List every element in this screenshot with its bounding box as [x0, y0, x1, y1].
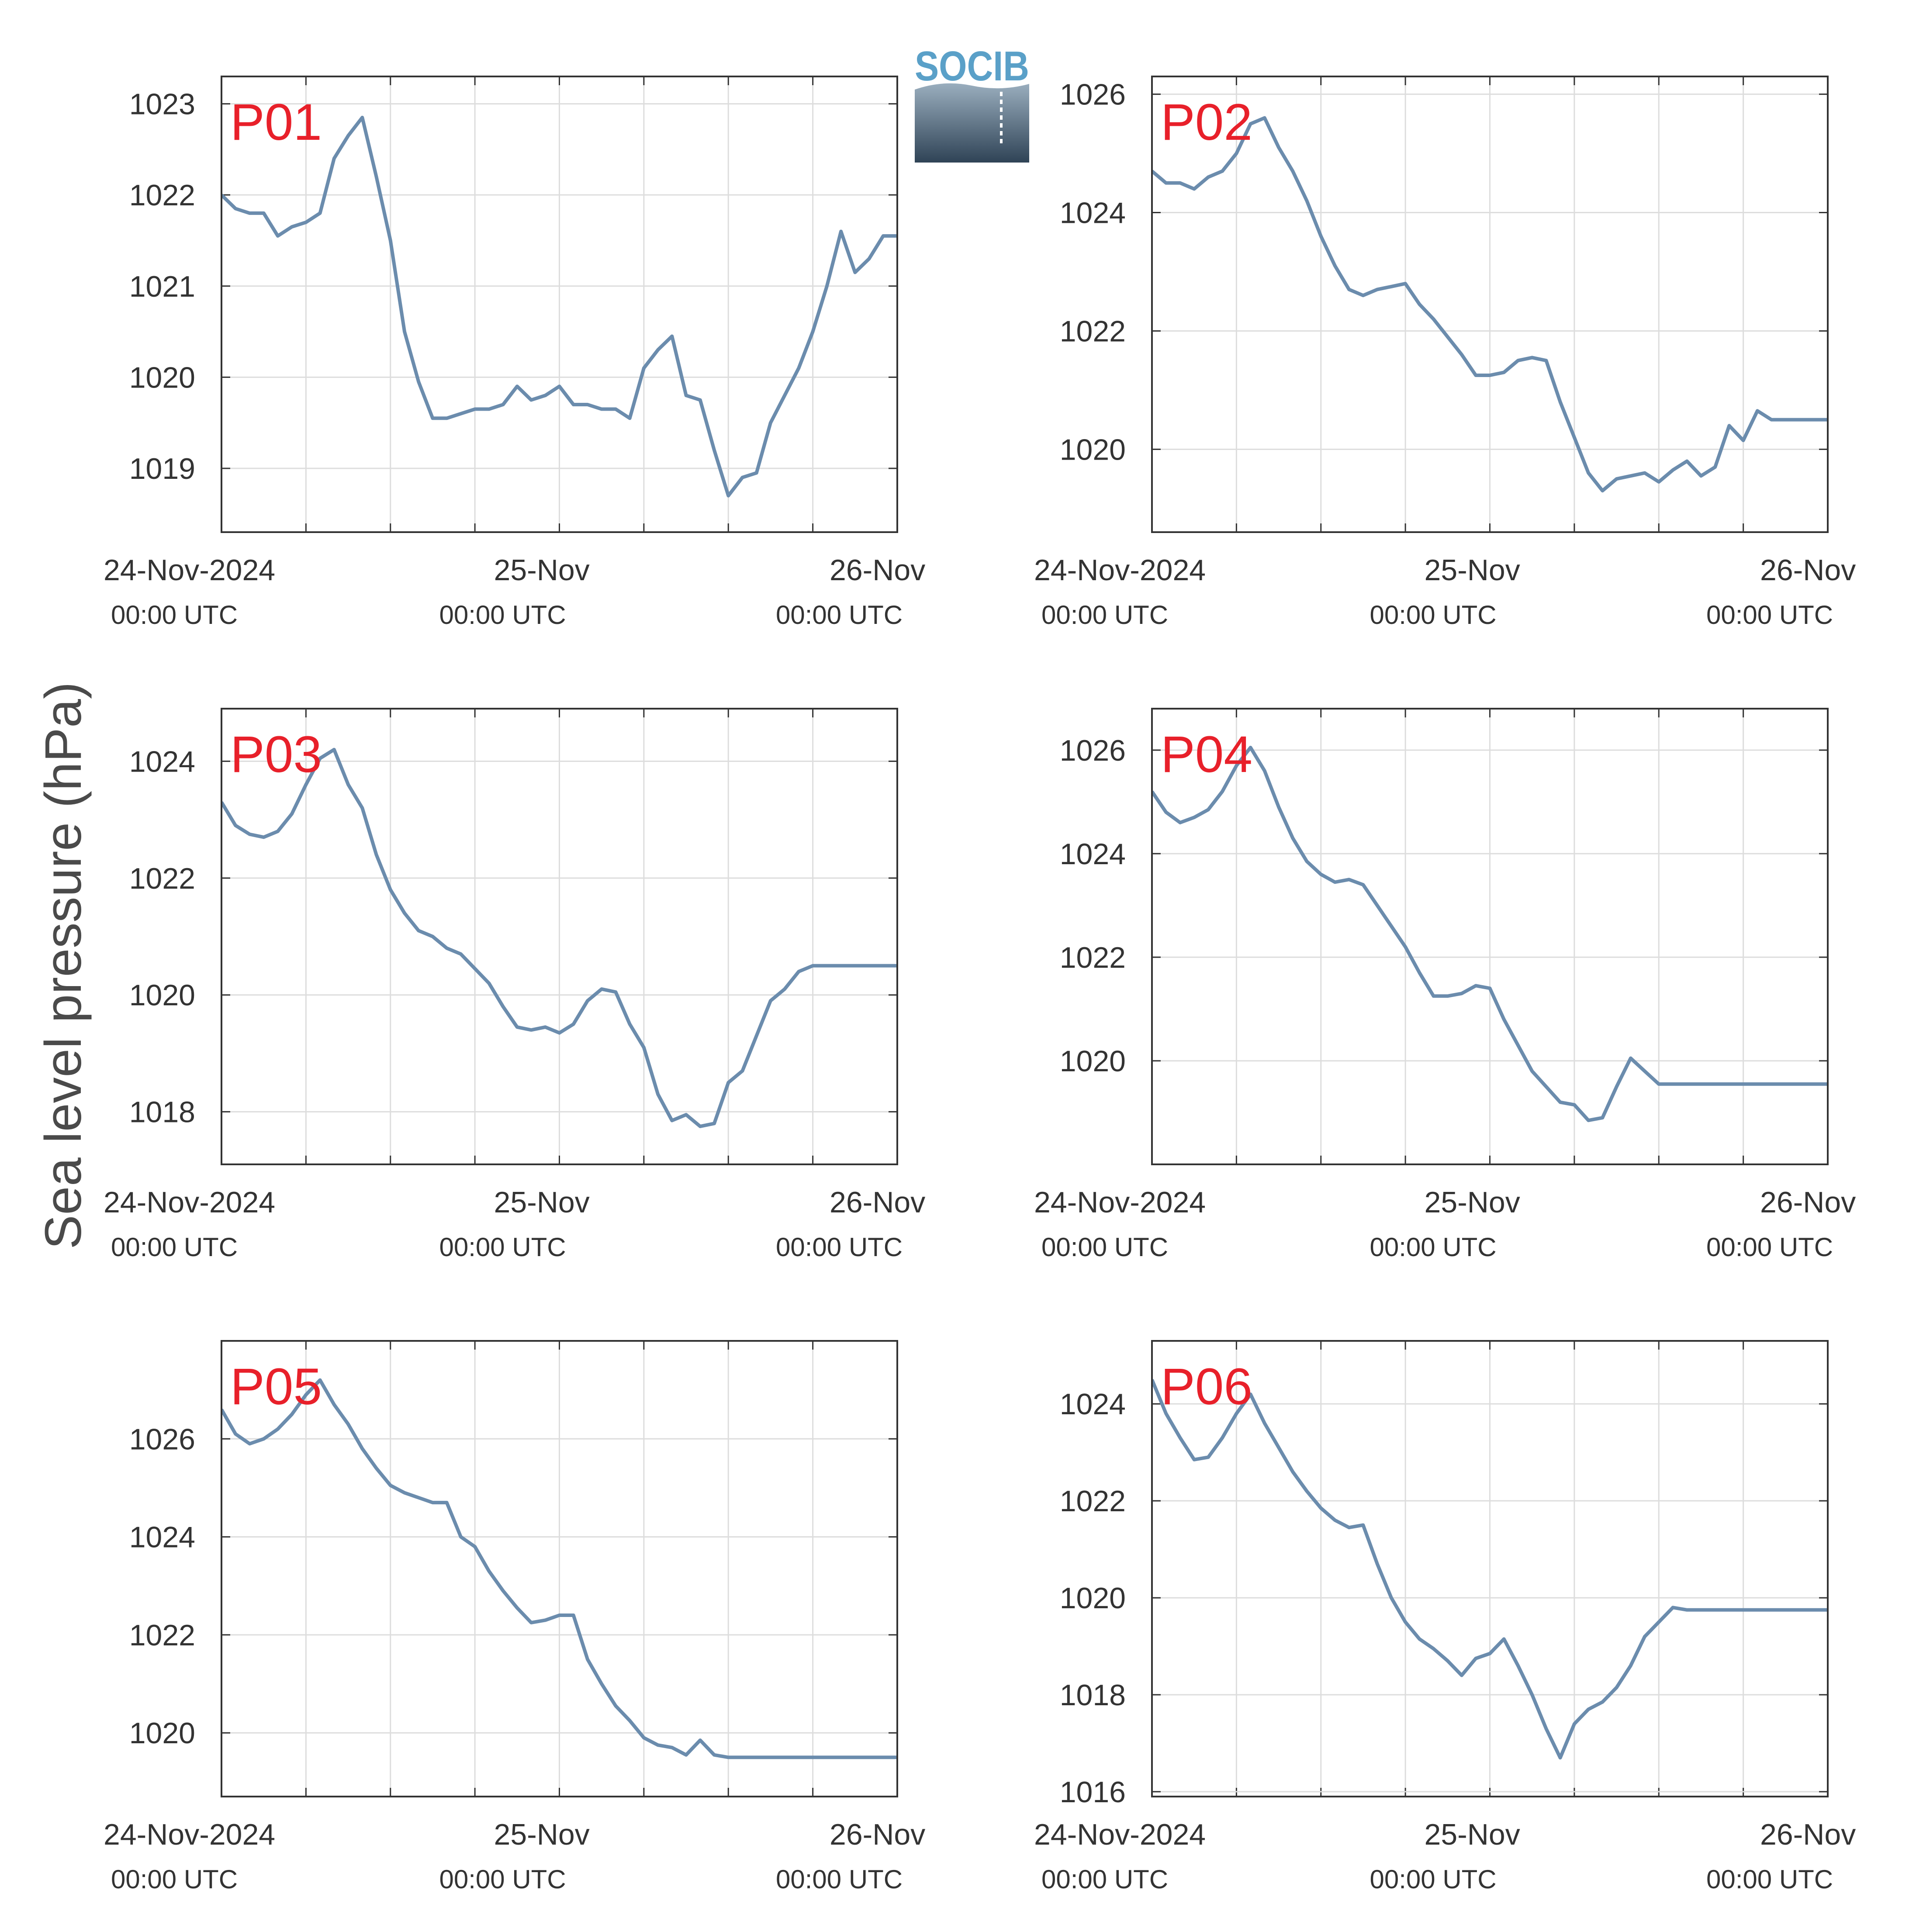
- y-tick-label: 1020: [129, 361, 195, 394]
- panel-label: P05: [230, 1358, 322, 1416]
- x-tick-time-label: 00:00 UTC: [1706, 1233, 1833, 1262]
- x-tick-time-label: 00:00 UTC: [439, 1865, 566, 1894]
- x-tick-date-label: 25-Nov: [1425, 554, 1520, 587]
- x-tick-date-label: 25-Nov: [494, 1818, 590, 1851]
- series-line-p06: [1152, 1379, 1828, 1760]
- y-tick-label: 1022: [1060, 315, 1126, 348]
- panel-label: P03: [230, 726, 322, 783]
- panel-frame: [221, 708, 898, 1165]
- x-tick-date-label: 26-Nov: [830, 1186, 925, 1219]
- y-tick-label: 1016: [1060, 1776, 1126, 1809]
- series-line-p05: [221, 1378, 897, 1759]
- x-tick-date-label: 25-Nov: [1425, 1818, 1520, 1851]
- x-tick-date-label: 24-Nov-2024: [1034, 554, 1206, 587]
- x-tick-date-label: 26-Nov: [830, 554, 925, 587]
- y-tick-label: 1024: [1060, 1388, 1126, 1421]
- logo-wave-shape: [915, 83, 1029, 163]
- series-line-p03: [221, 748, 897, 1129]
- x-tick-time-label: 00:00 UTC: [776, 1865, 903, 1894]
- x-tick-date-label: 24-Nov-2024: [104, 554, 275, 587]
- y-tick-label: 1020: [129, 1717, 195, 1750]
- x-tick-date-label: 26-Nov: [1760, 554, 1856, 587]
- chart-panels: 1019 1020 1021 1022 1023 24-Nov-2024 00:00 UTC…: [104, 76, 1856, 1894]
- panel-frame: [1151, 1340, 1829, 1797]
- x-tick-time-label: 00:00 UTC: [1706, 1865, 1833, 1894]
- x-tick-date-label: 25-Nov: [494, 1186, 590, 1219]
- x-tick-date-label: 25-Nov: [1425, 1186, 1520, 1219]
- y-tick-label: 1020: [1060, 433, 1126, 466]
- x-tick-time-label: 00:00 UTC: [1370, 1233, 1497, 1262]
- y-tick-label: 1020: [1060, 1582, 1126, 1615]
- y-tick-label: 1018: [129, 1096, 195, 1129]
- x-tick-time-label: 00:00 UTC: [111, 1865, 238, 1894]
- logo-wordmark: SOCIB: [915, 43, 1029, 90]
- panel-label: P01: [230, 93, 322, 151]
- y-axis-label: Sea level pressure (hPa): [35, 682, 92, 1250]
- y-tick-label: 1024: [1060, 838, 1126, 871]
- y-tick-label: 1024: [1060, 197, 1126, 230]
- x-tick-time-label: 00:00 UTC: [111, 600, 238, 630]
- y-tick-label: 1026: [1060, 78, 1126, 111]
- panel-frame: [221, 76, 898, 533]
- x-tick-time-label: 00:00 UTC: [439, 1233, 566, 1262]
- y-tick-label: 1022: [1060, 941, 1126, 974]
- socib-logo: SOCIB: [915, 43, 1029, 163]
- x-tick-date-label: 25-Nov: [494, 554, 590, 587]
- series-line-p02: [1152, 116, 1828, 493]
- y-tick-label: 1019: [129, 452, 195, 485]
- y-tick-label: 1021: [129, 270, 195, 303]
- panel-frame: [1151, 708, 1829, 1165]
- panel-p04: 1020 1022 1024 1026 24-Nov-2024 00:00 UTC 25-N…: [1034, 708, 1856, 1262]
- y-tick-label: 1024: [129, 1521, 195, 1554]
- x-tick-date-label: 26-Nov: [1760, 1818, 1856, 1851]
- panel-label: P04: [1161, 726, 1252, 783]
- panel-label: P06: [1161, 1358, 1252, 1416]
- panel-p01: 1019 1020 1021 1022 1023 24-Nov-2024 00:00 UTC…: [104, 76, 925, 630]
- series-line-p01: [221, 115, 897, 498]
- x-tick-date-label: 26-Nov: [1760, 1186, 1856, 1219]
- y-tick-label: 1022: [129, 862, 195, 895]
- y-tick-label: 1026: [129, 1423, 195, 1456]
- panel-p05: 1020 1022 1024 1026 24-Nov-2024 00:00 UTC 25-N…: [104, 1340, 925, 1894]
- x-tick-date-label: 24-Nov-2024: [104, 1818, 275, 1851]
- panel-frame: [1151, 76, 1829, 533]
- x-tick-time-label: 00:00 UTC: [439, 600, 566, 630]
- x-tick-date-label: 24-Nov-2024: [104, 1186, 275, 1219]
- y-tick-label: 1024: [129, 745, 195, 778]
- x-tick-date-label: 24-Nov-2024: [1034, 1186, 1206, 1219]
- x-tick-time-label: 00:00 UTC: [776, 600, 903, 630]
- series-line-p04: [1152, 745, 1828, 1122]
- y-tick-label: 1023: [129, 88, 195, 121]
- y-tick-label: 1018: [1060, 1679, 1126, 1712]
- panel-frame: [221, 1340, 898, 1797]
- y-tick-label: 1022: [129, 1619, 195, 1652]
- panel-p03: 1018 1020 1022 1024 24-Nov-2024 00:00 UTC 25-N…: [104, 708, 925, 1262]
- y-tick-label: 1026: [1060, 734, 1126, 767]
- panel-label: P02: [1161, 93, 1252, 151]
- x-tick-time-label: 00:00 UTC: [1041, 1233, 1168, 1262]
- x-tick-time-label: 00:00 UTC: [1370, 600, 1497, 630]
- x-tick-time-label: 00:00 UTC: [1041, 1865, 1168, 1894]
- y-tick-label: 1020: [1060, 1045, 1126, 1078]
- x-tick-date-label: 26-Nov: [830, 1818, 925, 1851]
- y-tick-label: 1022: [129, 179, 195, 212]
- y-tick-label: 1020: [129, 979, 195, 1012]
- x-tick-time-label: 00:00 UTC: [776, 1233, 903, 1262]
- panel-p02: 1020 1022 1024 1026 24-Nov-2024 00:00 UTC 25-N…: [1034, 76, 1856, 630]
- x-tick-time-label: 00:00 UTC: [111, 1233, 238, 1262]
- panel-p06: 1016 1018 1020 1022 1024 24-Nov-2024 00:00 UTC…: [1034, 1340, 1856, 1894]
- x-tick-date-label: 24-Nov-2024: [1034, 1818, 1206, 1851]
- x-tick-time-label: 00:00 UTC: [1041, 600, 1168, 630]
- x-tick-time-label: 00:00 UTC: [1706, 600, 1833, 630]
- x-tick-time-label: 00:00 UTC: [1370, 1865, 1497, 1894]
- y-tick-label: 1022: [1060, 1485, 1126, 1518]
